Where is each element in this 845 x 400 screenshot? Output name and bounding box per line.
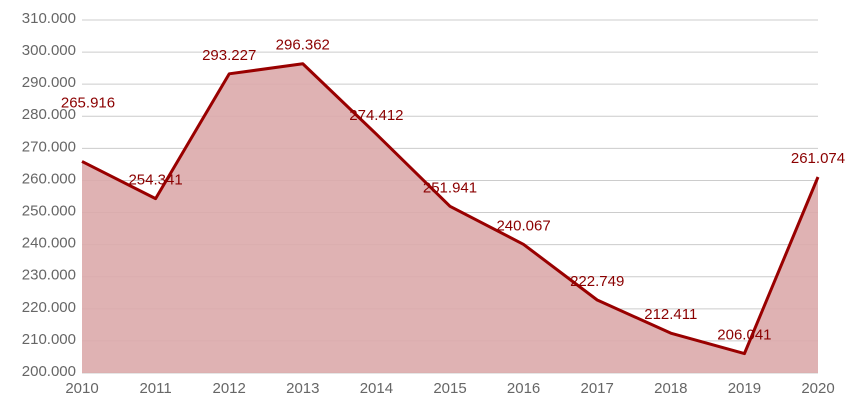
x-tick-label: 2014 (360, 380, 393, 397)
value-label: 254.341 (128, 172, 182, 189)
y-tick-label: 260.000 (22, 170, 76, 187)
value-label: 222.749 (570, 273, 624, 290)
value-label: 206.041 (717, 327, 771, 344)
x-tick-label: 2016 (507, 380, 540, 397)
y-tick-label: 250.000 (22, 203, 76, 220)
y-tick-label: 230.000 (22, 267, 76, 284)
line (81, 62, 820, 356)
area (82, 63, 818, 373)
value-label: 274.412 (349, 107, 403, 124)
x-tick-label: 2010 (65, 380, 98, 397)
y-tick-label: 300.000 (22, 42, 76, 59)
value-label: 296.362 (276, 37, 330, 54)
x-tick-label: 2013 (286, 380, 319, 397)
x-tick-label: 2011 (139, 380, 171, 397)
value-label: 212.411 (644, 306, 697, 323)
x-tick-label: 2015 (433, 380, 466, 397)
value-label: 240.067 (496, 217, 550, 234)
y-tick-label: 200.000 (22, 363, 76, 380)
y-tick-label: 220.000 (22, 299, 76, 316)
value-label: 251.941 (423, 179, 477, 196)
x-tick-label: 2018 (654, 380, 687, 397)
x-tick-label: 2020 (801, 380, 834, 397)
value-label: 261.074 (791, 150, 845, 167)
x-tick-label: 2017 (581, 380, 614, 397)
y-tick-label: 280.000 (22, 106, 76, 123)
value-label: 265.916 (61, 94, 115, 111)
value-label: 293.227 (202, 47, 256, 64)
x-tick-label: 2019 (728, 380, 761, 397)
y-tick-label: 240.000 (22, 235, 76, 252)
y-tick-label: 310.000 (22, 10, 76, 27)
y-tick-label: 210.000 (22, 331, 76, 348)
y-tick-label: 290.000 (22, 74, 76, 91)
x-tick-label: 2012 (213, 380, 246, 397)
y-tick-label: 270.000 (22, 138, 76, 155)
